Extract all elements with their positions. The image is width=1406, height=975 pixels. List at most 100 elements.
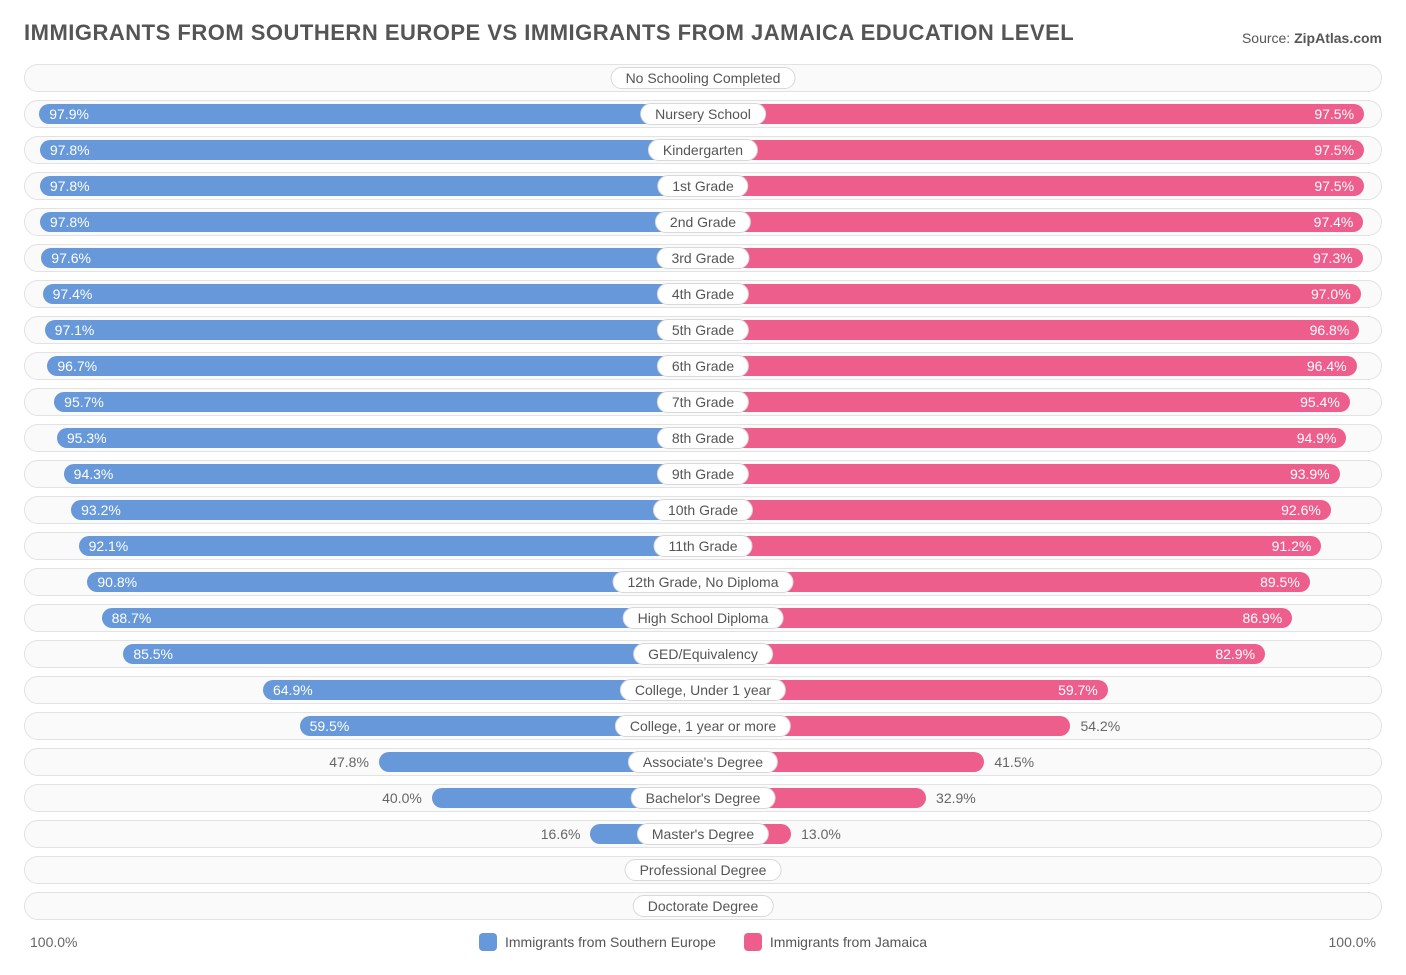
half-right: 86.9% bbox=[703, 605, 1381, 631]
pct-left: 90.8% bbox=[97, 574, 137, 590]
chart-row: 5.0%3.6%Professional Degree bbox=[24, 856, 1382, 884]
half-left: 47.8% bbox=[25, 749, 703, 775]
pct-left: 97.8% bbox=[50, 178, 90, 194]
half-left: 96.7% bbox=[25, 353, 703, 379]
half-right: 13.0% bbox=[703, 821, 1381, 847]
category-label: 10th Grade bbox=[653, 499, 753, 521]
category-label: 9th Grade bbox=[657, 463, 749, 485]
category-label: High School Diploma bbox=[623, 607, 784, 629]
legend-swatch-right bbox=[744, 933, 762, 951]
bar-left bbox=[40, 176, 703, 196]
pct-right: 97.5% bbox=[1314, 142, 1354, 158]
pct-left: 94.3% bbox=[74, 466, 114, 482]
pct-right: 96.8% bbox=[1310, 322, 1350, 338]
pct-left: 96.7% bbox=[57, 358, 97, 374]
pct-right: 97.5% bbox=[1314, 178, 1354, 194]
half-right: 91.2% bbox=[703, 533, 1381, 559]
half-left: 85.5% bbox=[25, 641, 703, 667]
pct-right: 95.4% bbox=[1300, 394, 1340, 410]
chart-row: 97.1% 96.8% 5th Grade bbox=[24, 316, 1382, 344]
pct-right: 86.9% bbox=[1242, 610, 1282, 626]
pct-right: 13.0% bbox=[801, 826, 841, 842]
pct-left: 93.2% bbox=[81, 502, 121, 518]
bar-left bbox=[40, 212, 703, 232]
half-left: 97.4% bbox=[25, 281, 703, 307]
category-label: Kindergarten bbox=[648, 139, 758, 161]
half-right: 92.6% bbox=[703, 497, 1381, 523]
pct-right: 41.5% bbox=[994, 754, 1034, 770]
category-label: 6th Grade bbox=[657, 355, 749, 377]
pct-right: 92.6% bbox=[1281, 502, 1321, 518]
legend-label-left: Immigrants from Southern Europe bbox=[505, 934, 716, 950]
bar-right bbox=[703, 392, 1350, 412]
half-left: 93.2% bbox=[25, 497, 703, 523]
half-right: 2.5% bbox=[703, 65, 1381, 91]
chart-row: 97.6%97.3%3rd Grade bbox=[24, 244, 1382, 272]
half-left: 97.8% bbox=[25, 137, 703, 163]
source-value: ZipAtlas.com bbox=[1294, 30, 1382, 46]
bar-left bbox=[39, 104, 703, 124]
category-label: Doctorate Degree bbox=[633, 895, 774, 917]
bar-left bbox=[87, 572, 703, 592]
half-left: 94.3% bbox=[25, 461, 703, 487]
pct-left: 59.5% bbox=[310, 718, 350, 734]
pct-right: 54.2% bbox=[1080, 718, 1120, 734]
pct-left: 97.4% bbox=[53, 286, 93, 302]
half-left: 5.0% bbox=[25, 857, 703, 883]
legend-swatch-left bbox=[479, 933, 497, 951]
bar-right bbox=[703, 644, 1265, 664]
half-right: 32.9% bbox=[703, 785, 1381, 811]
chart-row: 97.8%97.4%2nd Grade bbox=[24, 208, 1382, 236]
chart-row: 94.3%93.9%9th Grade bbox=[24, 460, 1382, 488]
half-left: 40.0% bbox=[25, 785, 703, 811]
half-left: 97.1% bbox=[25, 317, 703, 343]
bar-left bbox=[71, 500, 703, 520]
pct-left: 40.0% bbox=[382, 790, 422, 806]
legend-item-left: Immigrants from Southern Europe bbox=[479, 933, 716, 951]
half-left: 95.7% bbox=[25, 389, 703, 415]
legend-item-right: Immigrants from Jamaica bbox=[744, 933, 927, 951]
pct-right: 97.5% bbox=[1314, 106, 1354, 122]
pct-right: 32.9% bbox=[936, 790, 976, 806]
source-label: Source: bbox=[1242, 30, 1290, 46]
bar-left bbox=[47, 356, 703, 376]
half-right: 54.2% bbox=[703, 713, 1381, 739]
pct-right: 96.4% bbox=[1307, 358, 1347, 374]
pct-right: 91.2% bbox=[1272, 538, 1312, 554]
pct-left: 97.6% bbox=[51, 250, 91, 266]
category-label: College, 1 year or more bbox=[615, 715, 791, 737]
chart-row: 16.6% 13.0% Master's Degree bbox=[24, 820, 1382, 848]
category-label: 11th Grade bbox=[653, 535, 752, 557]
pct-left: 97.8% bbox=[50, 214, 90, 230]
chart-row: 95.3%94.9%8th Grade bbox=[24, 424, 1382, 452]
axis-max-right: 100.0% bbox=[1329, 934, 1376, 950]
category-label: Associate's Degree bbox=[628, 751, 778, 773]
pct-left: 16.6% bbox=[541, 826, 581, 842]
pct-left: 95.3% bbox=[67, 430, 107, 446]
chart-row: 92.1% 91.2% 11th Grade bbox=[24, 532, 1382, 560]
half-right: 97.5% bbox=[703, 137, 1381, 163]
bar-right bbox=[703, 320, 1359, 340]
pct-left: 97.1% bbox=[55, 322, 95, 338]
category-label: 5th Grade bbox=[657, 319, 749, 341]
bar-right bbox=[703, 464, 1340, 484]
chart-row: 96.7% 96.4% 6th Grade bbox=[24, 352, 1382, 380]
half-right: 3.6% bbox=[703, 857, 1381, 883]
bar-left bbox=[40, 140, 703, 160]
bar-right bbox=[703, 104, 1364, 124]
half-right: 97.5% bbox=[703, 173, 1381, 199]
chart-row: 47.8% 41.5% Associate's Degree bbox=[24, 748, 1382, 776]
chart-row: 97.9%97.5%Nursery School bbox=[24, 100, 1382, 128]
category-label: Master's Degree bbox=[637, 823, 769, 845]
half-right: 41.5% bbox=[703, 749, 1381, 775]
chart-row: 59.5% 54.2% College, 1 year or more bbox=[24, 712, 1382, 740]
chart-row: 97.4%97.0%4th Grade bbox=[24, 280, 1382, 308]
half-left: 92.1% bbox=[25, 533, 703, 559]
pct-right: 89.5% bbox=[1260, 574, 1300, 590]
chart-source: Source: ZipAtlas.com bbox=[1242, 30, 1382, 46]
axis-max-left: 100.0% bbox=[30, 934, 77, 950]
half-right: 95.4% bbox=[703, 389, 1381, 415]
pct-right: 97.4% bbox=[1314, 214, 1354, 230]
pct-right: 94.9% bbox=[1297, 430, 1337, 446]
bar-right bbox=[703, 536, 1321, 556]
